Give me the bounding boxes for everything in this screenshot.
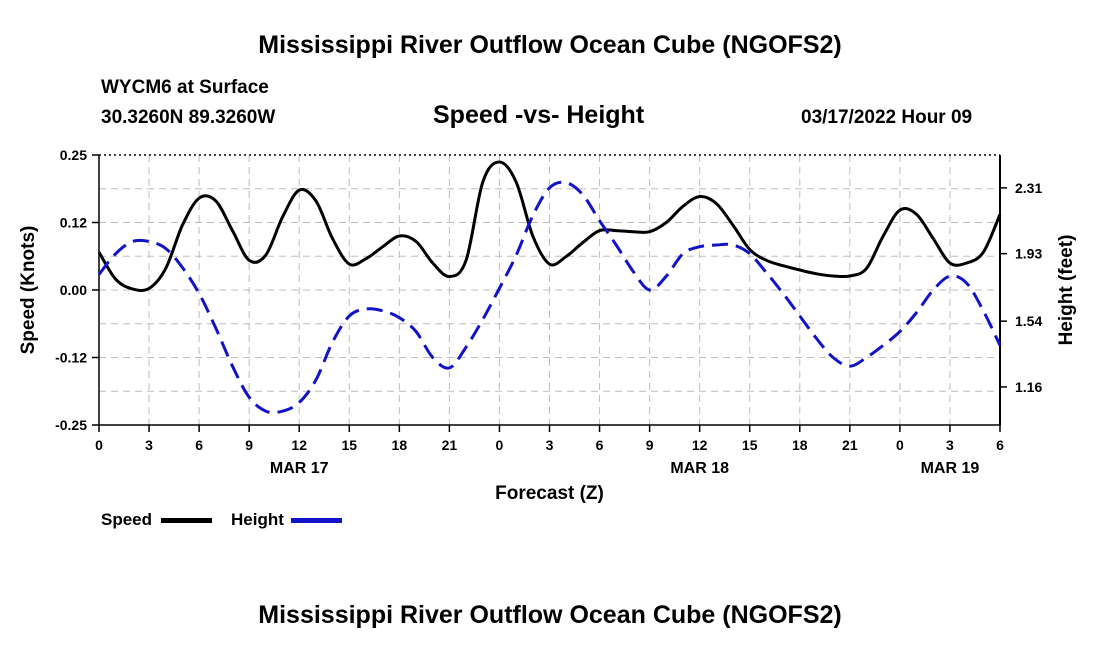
- x-tick-label: 3: [946, 437, 954, 453]
- y2-tick-label: 1.93: [1015, 246, 1042, 262]
- coordinates-label: 30.3260N 89.3260W: [101, 107, 276, 128]
- x-tick-label: 3: [145, 437, 153, 453]
- series-line-speed: [97, 160, 1002, 292]
- plot-title: Speed -vs- Height: [433, 101, 645, 129]
- x-tick-label: 3: [546, 437, 554, 453]
- station-label: WYCM6 at Surface: [101, 77, 269, 98]
- y2-tick-label: 2.31: [1015, 180, 1042, 196]
- y2-tick-label: 1.16: [1015, 379, 1042, 395]
- x-tick-label: 0: [896, 437, 904, 453]
- x-day-label: MAR 18: [670, 460, 729, 477]
- x-day-label: MAR 17: [270, 460, 329, 477]
- series-line-height: [97, 180, 1002, 415]
- x-tick-label: 0: [95, 437, 103, 453]
- y2-axis-title: Height (feet): [1056, 235, 1077, 346]
- forecast-datetime: 03/17/2022 Hour 09: [801, 107, 973, 128]
- x-tick-label: 15: [341, 437, 357, 453]
- x-tick-label: 0: [496, 437, 504, 453]
- x-tick-label: 18: [392, 437, 408, 453]
- x-tick-label: 9: [646, 437, 654, 453]
- x-day-label: MAR 19: [921, 460, 980, 477]
- y-tick-label: -0.12: [55, 350, 87, 366]
- x-tick-label: 12: [692, 437, 708, 453]
- x-tick-label: 12: [291, 437, 307, 453]
- x-tick-label: 6: [195, 437, 203, 453]
- legend-speed-line: [161, 518, 212, 523]
- footer-title: Mississippi River Outflow Ocean Cube (NG…: [258, 601, 842, 629]
- x-tick-label: 9: [245, 437, 253, 453]
- y-tick-label: 0.00: [60, 282, 87, 298]
- x-tick-label: 18: [792, 437, 808, 453]
- y2-tick-label: 1.54: [1015, 313, 1042, 329]
- y-tick-label: 0.25: [60, 147, 87, 163]
- x-tick-label: 15: [742, 437, 758, 453]
- x-axis-title: Forecast (Z): [495, 483, 604, 504]
- x-tick-label: 6: [996, 437, 1004, 453]
- x-tick-label: 21: [442, 437, 458, 453]
- y-tick-label: 0.12: [60, 215, 87, 231]
- y-axis-title: Speed (Knots): [18, 226, 39, 355]
- y-tick-label: -0.25: [55, 417, 87, 433]
- x-tick-label: 21: [842, 437, 858, 453]
- x-tick-label: 6: [596, 437, 604, 453]
- legend-height-label: Height: [231, 510, 284, 529]
- page-title: Mississippi River Outflow Ocean Cube (NG…: [258, 31, 842, 59]
- legend-speed-label: Speed: [101, 510, 153, 529]
- legend-height-line: [291, 518, 342, 523]
